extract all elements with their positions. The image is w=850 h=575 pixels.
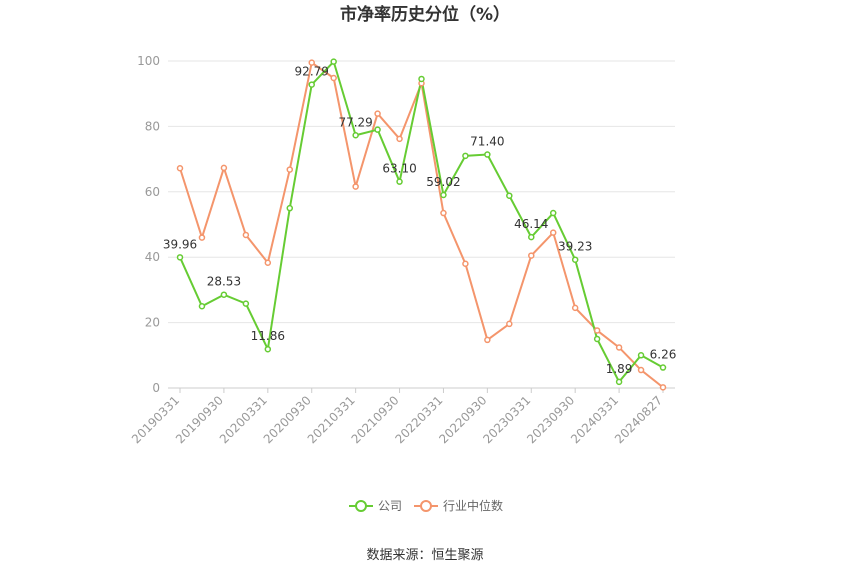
data-point[interactable] — [440, 209, 447, 217]
legend-label-industry-median: 行业中位数 — [443, 498, 503, 513]
data-point[interactable] — [198, 303, 206, 310]
legend-marker-industry-median — [420, 500, 432, 512]
legend-label-company: 公司 — [378, 499, 402, 513]
data-point[interactable] — [220, 291, 228, 298]
data-point[interactable] — [637, 352, 645, 359]
data-point[interactable] — [506, 192, 513, 199]
data-point[interactable] — [659, 384, 667, 391]
y-tick-label: 80 — [145, 119, 160, 133]
data-point[interactable] — [330, 58, 337, 65]
data-point[interactable] — [528, 252, 535, 259]
data-point[interactable] — [330, 74, 337, 82]
y-axis: 0 20 40 60 80 100 — [137, 54, 160, 395]
data-point[interactable] — [615, 378, 623, 386]
legend[interactable]: 公司 行业中位数 — [349, 498, 503, 513]
data-point[interactable] — [462, 152, 469, 160]
data-point[interactable] — [549, 209, 557, 217]
data-point[interactable] — [242, 231, 250, 239]
data-point[interactable] — [571, 304, 579, 312]
data-point[interactable] — [176, 254, 184, 261]
data-point[interactable] — [528, 233, 535, 241]
data-label: 77.29 — [338, 115, 372, 129]
data-point[interactable] — [308, 81, 315, 88]
data-point[interactable] — [264, 345, 272, 353]
data-point[interactable] — [615, 344, 623, 351]
data-label: 71.40 — [470, 135, 504, 149]
data-point[interactable] — [484, 151, 491, 158]
data-point[interactable] — [549, 229, 557, 236]
data-label: 28.53 — [207, 275, 241, 289]
data-label: 63.10 — [382, 162, 416, 176]
legend-item-company[interactable]: 公司 — [349, 499, 402, 513]
series-points — [176, 58, 667, 391]
data-label: 92.79 — [295, 65, 329, 79]
data-point[interactable] — [242, 300, 250, 307]
data-label: 1.89 — [606, 362, 633, 376]
data-point[interactable] — [593, 335, 601, 343]
y-tick-label: 100 — [137, 54, 160, 68]
data-label: 46.14 — [514, 217, 548, 231]
data-point[interactable] — [352, 183, 359, 190]
y-tick-label: 60 — [145, 185, 160, 199]
source-note: 数据来源：恒生聚源 — [366, 548, 483, 563]
data-labels: 39.96 28.53 11.86 92.79 77.29 63.10 59.02 71.40… — [163, 65, 677, 376]
y-tick-label: 20 — [145, 316, 160, 330]
data-point[interactable] — [484, 336, 491, 344]
data-point[interactable] — [659, 364, 667, 371]
legend-marker-company — [355, 500, 367, 512]
data-point[interactable] — [308, 59, 315, 66]
data-point[interactable] — [506, 320, 513, 328]
x-tick-label: 20240827 — [612, 393, 665, 446]
chart-title: 市净率历史分位（%） — [340, 4, 510, 25]
y-tick-label: 40 — [145, 250, 160, 264]
data-point[interactable] — [286, 204, 294, 212]
data-point[interactable] — [593, 327, 601, 334]
data-label: 59.02 — [426, 175, 460, 189]
data-point[interactable] — [264, 259, 272, 267]
data-point[interactable] — [374, 126, 381, 133]
data-point[interactable] — [462, 260, 469, 267]
data-point[interactable] — [374, 110, 381, 117]
data-label: 11.86 — [251, 329, 285, 343]
data-point[interactable] — [198, 234, 206, 241]
data-point[interactable] — [396, 135, 403, 143]
data-point[interactable] — [396, 178, 403, 185]
data-point[interactable] — [418, 75, 425, 83]
data-point[interactable] — [637, 366, 645, 374]
data-point[interactable] — [286, 166, 294, 173]
data-label: 39.23 — [558, 240, 592, 254]
data-label: 39.96 — [163, 237, 197, 251]
y-tick-label: 0 — [152, 381, 160, 395]
legend-item-industry-median[interactable]: 行业中位数 — [414, 498, 503, 513]
data-label: 6.26 — [650, 348, 677, 362]
x-axis: 2019033120190930202003312020093020210331… — [129, 387, 675, 446]
data-point[interactable] — [220, 164, 228, 172]
data-point[interactable] — [440, 191, 447, 199]
data-point[interactable] — [176, 165, 184, 172]
data-point[interactable] — [571, 256, 579, 263]
data-point[interactable] — [352, 132, 359, 139]
